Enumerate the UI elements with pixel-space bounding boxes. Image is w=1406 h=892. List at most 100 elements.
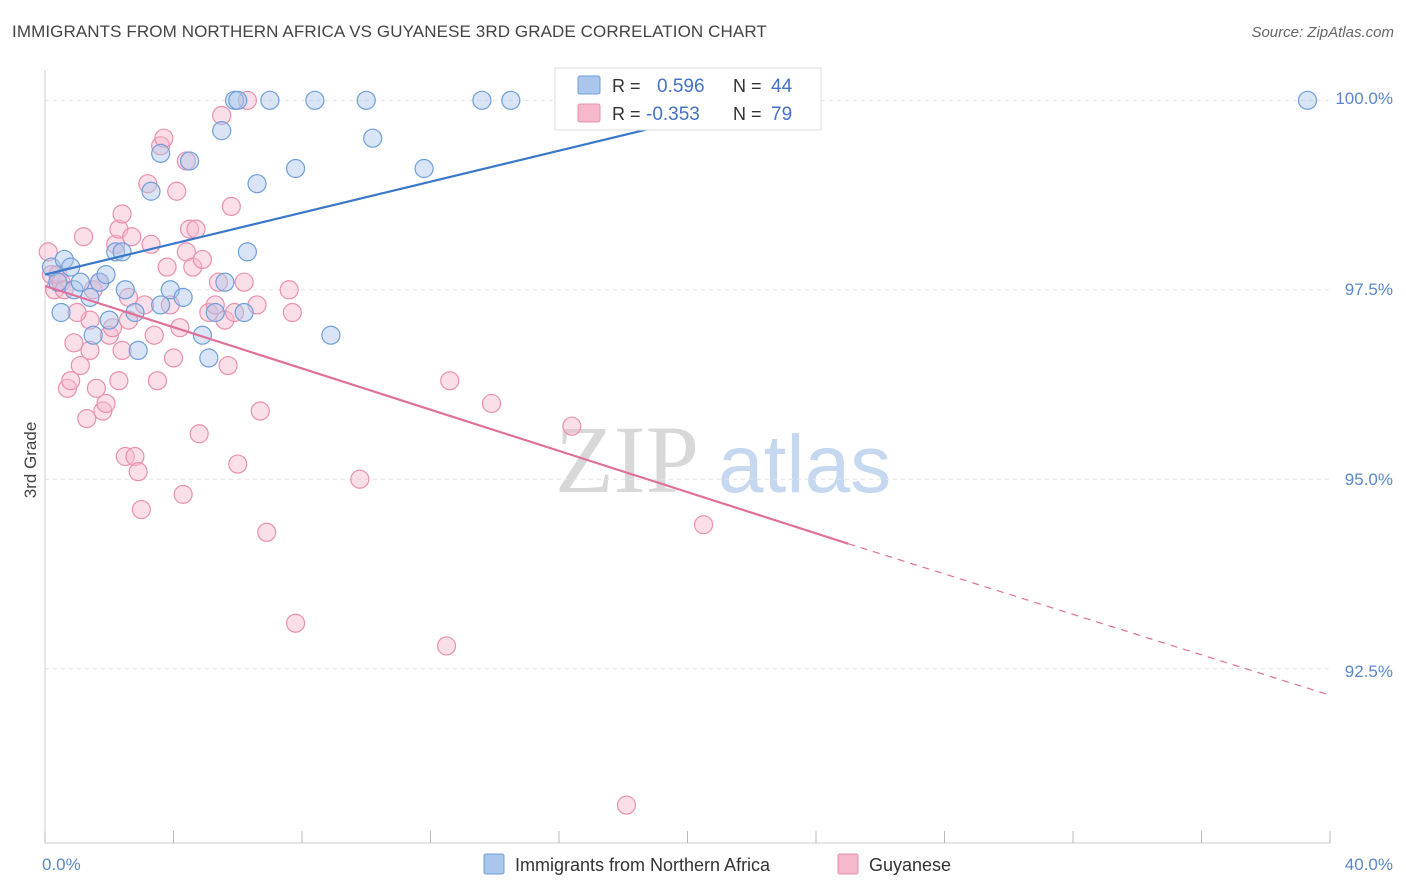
data-point-guyanese bbox=[436, 636, 457, 656]
data-point-guyanese bbox=[285, 613, 306, 633]
data-point-guyanese bbox=[41, 265, 62, 285]
y-tick-label-95: 95.0% bbox=[1345, 470, 1393, 489]
data-point-guyanese bbox=[147, 371, 168, 391]
data-point-immigrants bbox=[356, 90, 376, 110]
data-point-immigrants bbox=[305, 90, 325, 110]
x-tick-label-min: 0.0% bbox=[42, 855, 81, 874]
y-tick-label-97-5: 97.5% bbox=[1345, 280, 1393, 299]
data-point-immigrants bbox=[173, 287, 193, 307]
data-point-immigrants bbox=[99, 310, 119, 330]
data-point-immigrants bbox=[192, 325, 213, 345]
data-point-guyanese bbox=[157, 257, 177, 277]
data-point-immigrants bbox=[472, 90, 492, 110]
data-point-guyanese bbox=[86, 378, 107, 398]
legend-r-label-1: R = bbox=[612, 76, 641, 96]
data-point-immigrants bbox=[54, 249, 74, 270]
data-point-guyanese bbox=[112, 204, 132, 224]
data-point-immigrants bbox=[228, 90, 248, 110]
data-point-immigrants bbox=[128, 340, 148, 361]
data-point-immigrants bbox=[115, 280, 135, 300]
chart-title: IMMIGRANTS FROM NORTHERN AFRICA VS GUYAN… bbox=[12, 22, 767, 41]
data-point-immigrants bbox=[199, 348, 219, 368]
data-point-guyanese bbox=[163, 348, 184, 368]
trend-lines bbox=[44, 99, 1331, 696]
y-axis-title: 3rd Grade bbox=[21, 422, 40, 499]
data-point-immigrants bbox=[285, 158, 306, 179]
data-point-guyanese bbox=[481, 393, 502, 414]
data-point-guyanese bbox=[562, 416, 582, 436]
data-point-immigrants bbox=[212, 121, 232, 141]
data-point-guyanese bbox=[440, 371, 460, 391]
data-point-guyanese bbox=[73, 227, 94, 247]
data-point-guyanese bbox=[109, 371, 129, 391]
data-point-guyanese bbox=[205, 295, 225, 315]
data-point-immigrants bbox=[363, 128, 383, 148]
series-guyanese-points bbox=[38, 90, 714, 815]
data-point-immigrants bbox=[141, 181, 161, 201]
data-point-immigrants bbox=[237, 242, 257, 262]
data-point-guyanese bbox=[61, 371, 81, 391]
data-point-guyanese bbox=[167, 181, 187, 201]
data-point-guyanese bbox=[208, 272, 229, 292]
data-point-immigrants bbox=[321, 325, 341, 345]
data-point-guyanese bbox=[80, 340, 100, 361]
data-point-immigrants bbox=[51, 302, 71, 323]
data-point-guyanese bbox=[134, 295, 155, 315]
data-point-immigrants bbox=[247, 174, 267, 194]
data-point-guyanese bbox=[106, 234, 126, 254]
legend-swatch-blue bbox=[577, 75, 601, 95]
data-point-guyanese bbox=[228, 454, 248, 474]
data-point-immigrants bbox=[83, 325, 103, 345]
legend-r-value-1: 0.596 bbox=[657, 76, 705, 97]
chart-source: Source: ZipAtlas.com bbox=[1251, 24, 1394, 41]
data-point-guyanese bbox=[350, 469, 370, 489]
data-point-immigrants bbox=[215, 272, 235, 292]
data-point-guyanese bbox=[693, 515, 714, 535]
trend-line-guyanese bbox=[44, 284, 849, 545]
data-point-immigrants bbox=[205, 302, 225, 323]
data-point-guyanese bbox=[173, 484, 193, 504]
data-point-guyanese bbox=[186, 219, 206, 239]
stats-legend: R = 0.596 N = 44 R = -0.353 N = 79 bbox=[554, 67, 822, 131]
data-point-guyanese bbox=[257, 522, 277, 542]
data-point-guyanese bbox=[38, 242, 58, 262]
data-point-guyanese bbox=[118, 310, 139, 330]
series-legend: Immigrants from Northern Africa Guyanese bbox=[483, 853, 951, 875]
data-point-immigrants bbox=[151, 143, 171, 163]
legend-n-value-2: 79 bbox=[771, 104, 792, 125]
y-tick-label-92-5: 92.5% bbox=[1345, 662, 1393, 681]
trend-line-guyanese-extension bbox=[847, 543, 1331, 696]
data-point-guyanese bbox=[77, 409, 97, 429]
data-point-guyanese bbox=[115, 446, 135, 467]
data-point-immigrants bbox=[501, 90, 521, 110]
data-point-guyanese bbox=[70, 355, 90, 376]
series-legend-swatch-pink bbox=[837, 853, 859, 875]
data-point-guyanese bbox=[179, 219, 200, 239]
data-point-immigrants bbox=[151, 295, 171, 315]
data-point-guyanese bbox=[131, 499, 151, 520]
data-point-guyanese bbox=[224, 302, 245, 323]
series-legend-label-blue: Immigrants from Northern Africa bbox=[515, 855, 771, 875]
data-point-immigrants bbox=[414, 158, 434, 179]
series-legend-label-pink: Guyanese bbox=[869, 855, 951, 875]
data-point-guyanese bbox=[616, 795, 637, 815]
series-legend-swatch-blue bbox=[483, 853, 505, 875]
data-point-immigrants bbox=[96, 265, 116, 285]
data-point-guyanese bbox=[112, 340, 132, 361]
legend-r-label-2: R = bbox=[612, 104, 641, 124]
data-point-guyanese bbox=[67, 302, 87, 323]
data-point-guyanese bbox=[279, 280, 299, 300]
x-tick-label-max: 40.0% bbox=[1345, 855, 1393, 874]
data-point-immigrants bbox=[90, 272, 110, 292]
data-point-guyanese bbox=[212, 105, 232, 126]
data-point-guyanese bbox=[282, 302, 302, 323]
series-immigrants-northern-africa-points bbox=[41, 90, 1318, 368]
data-point-guyanese bbox=[250, 401, 270, 421]
watermark: ZIP atlas bbox=[555, 406, 891, 513]
y-tick-labels: 100.0% 97.5% 95.0% 92.5% bbox=[1335, 89, 1393, 681]
data-point-guyanese bbox=[96, 393, 116, 414]
axes bbox=[44, 70, 1331, 844]
data-point-guyanese bbox=[128, 462, 148, 482]
data-point-guyanese bbox=[199, 302, 219, 323]
